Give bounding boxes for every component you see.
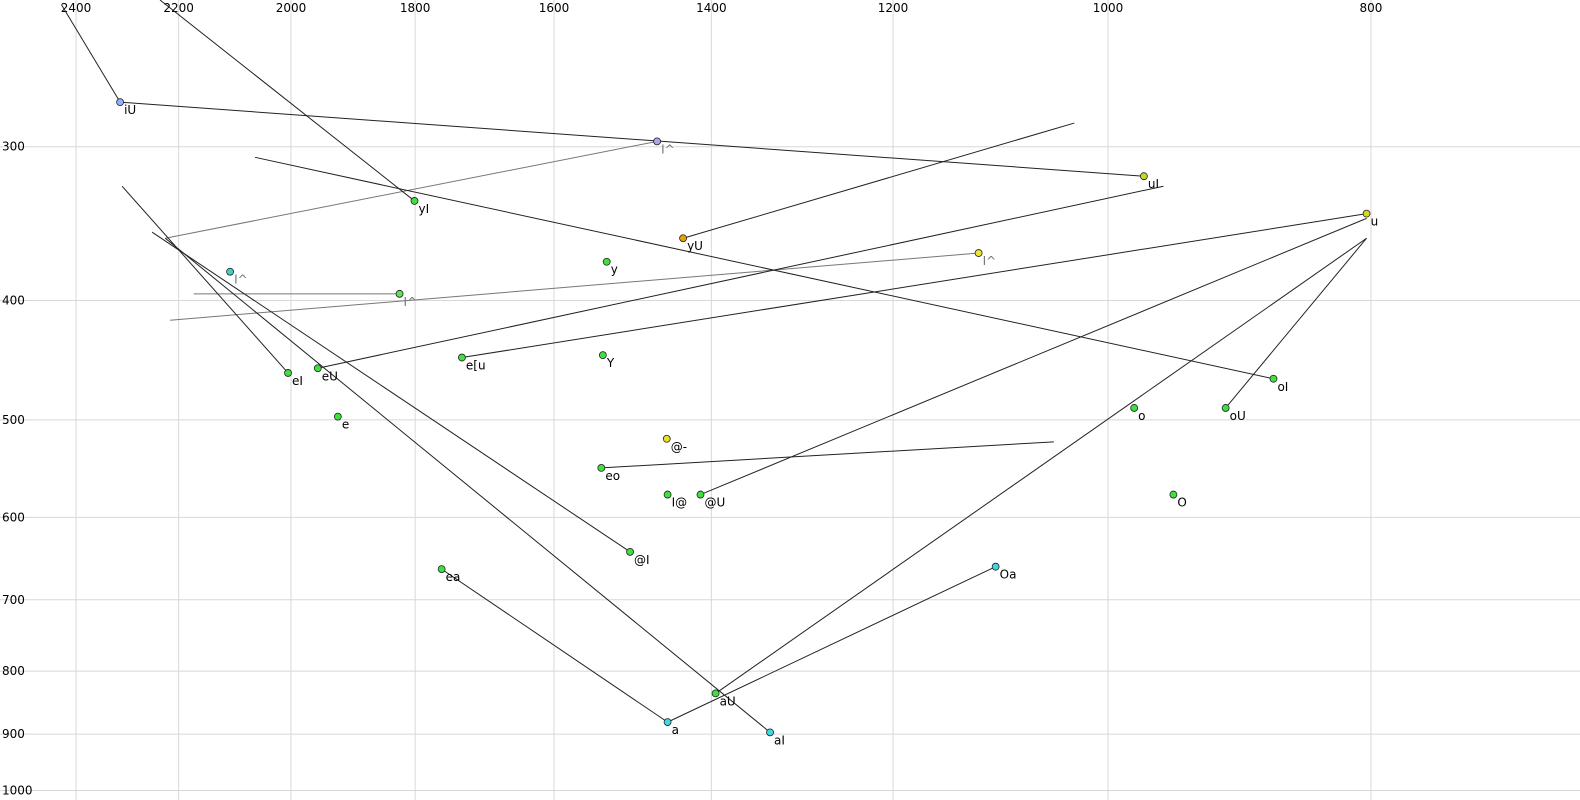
vowel-label: eo	[605, 469, 620, 483]
x-tick-label: 2200	[163, 1, 194, 15]
vowel-point	[626, 547, 634, 556]
trajectory	[1225, 237, 1367, 409]
vowel-label: ea	[446, 570, 461, 584]
vowel-point	[1169, 490, 1178, 499]
x-tick-label: 800	[1360, 1, 1383, 15]
x-tick-label: 1200	[878, 1, 909, 15]
y-tick-label: 400	[2, 294, 25, 308]
vowel-label: I^	[661, 142, 675, 156]
vowel-label: uI	[1148, 177, 1159, 191]
vowel-point	[313, 364, 322, 373]
vowel-point	[679, 234, 687, 243]
x-tick-label: 1400	[696, 1, 727, 15]
vowel-point	[1362, 209, 1371, 218]
vowel-label: oI	[1277, 380, 1288, 394]
x-tick-label: 1600	[539, 1, 570, 15]
vowel-point	[458, 353, 466, 362]
vowel-point	[410, 197, 419, 205]
vowel-point	[598, 351, 607, 360]
vowel-point	[602, 257, 611, 266]
vowel-label: O	[1177, 496, 1186, 510]
y-tick-label: 600	[2, 510, 25, 524]
vowels: iU I^ uI yI yU u I^ y I^ I^ eI eU e[u YoI o oU e @- eo I@ @U…	[116, 98, 1379, 747]
x-tick-label: 2000	[276, 1, 307, 15]
vowel-point	[284, 369, 292, 377]
vowel-label: @I	[634, 553, 650, 567]
trajectory	[682, 122, 1075, 239]
vowel-point	[766, 728, 774, 737]
y-tick-label: 800	[2, 664, 25, 678]
vowel-label: a	[672, 723, 679, 737]
trajectory	[151, 231, 631, 553]
vowel-label: eI	[292, 374, 303, 388]
x-tick-label: 2400	[61, 1, 92, 15]
vowel-point	[663, 718, 672, 727]
trajectory	[120, 101, 1144, 177]
trajectory	[170, 252, 979, 321]
vowel-label: eU	[322, 369, 338, 383]
vowel-label: oU	[1230, 409, 1246, 423]
vowel-point	[116, 98, 125, 107]
vowel-label: yI	[419, 202, 430, 216]
y-tick-label: 900	[2, 727, 25, 741]
trajectory	[317, 185, 1164, 369]
vowel-point	[663, 490, 672, 499]
vowel-label: @-	[671, 440, 687, 454]
trajectory	[461, 213, 1367, 359]
vowel-point	[437, 565, 446, 574]
trajectory	[121, 185, 289, 374]
trajectories	[60, 0, 1367, 733]
vowel-label: iU	[124, 103, 136, 117]
vowel-point	[226, 267, 234, 276]
vowel-label: Y	[606, 356, 615, 370]
trajectory	[159, 0, 415, 202]
trajectory	[441, 568, 668, 723]
x-tick-label: 1800	[400, 1, 431, 15]
vowel-label: I^	[234, 273, 248, 287]
vowel-label: y	[611, 263, 618, 277]
vowel-point	[991, 562, 1000, 571]
vowel-point	[395, 289, 404, 298]
trajectory	[667, 566, 996, 723]
trajectory	[700, 217, 1367, 496]
vowel-point	[696, 490, 705, 499]
vowel-point	[711, 689, 720, 698]
vowel-label: I^	[983, 254, 997, 268]
vowel-point	[1221, 404, 1230, 412]
vowel-label: aU	[720, 694, 736, 708]
vowel-point	[1139, 172, 1148, 181]
vowel-point	[333, 412, 342, 421]
trajectory	[715, 237, 1367, 694]
vowel-label: e	[342, 418, 349, 432]
trajectory	[165, 140, 658, 239]
vowel-label: @U	[704, 496, 725, 510]
trajectory	[601, 441, 1054, 469]
trajectory	[164, 237, 771, 733]
vowel-point	[1269, 374, 1278, 383]
trajectory	[60, 4, 121, 103]
vowel-label: yU	[687, 239, 703, 253]
vowel-label: e[u	[466, 359, 486, 373]
vowel-label: I^	[404, 295, 418, 309]
x-tick-label: 1000	[1093, 1, 1124, 15]
vowel-point	[974, 249, 983, 257]
vowel-point	[1130, 404, 1139, 412]
y-tick-label: 300	[2, 140, 25, 154]
vowel-label: aI	[774, 733, 785, 747]
vowel-label: Oa	[1000, 568, 1017, 582]
vowel-label: u	[1371, 215, 1379, 229]
vowel-point	[597, 463, 606, 472]
y-tick-label: 500	[2, 413, 25, 427]
vowel-label: o	[1138, 409, 1145, 423]
trajectory	[254, 156, 1274, 380]
vowel-label: I@	[672, 496, 688, 510]
vowel-point	[653, 137, 661, 146]
y-tick-label: 1000	[2, 783, 33, 797]
y-tick-label: 700	[2, 593, 25, 607]
vowel-point	[662, 434, 671, 443]
